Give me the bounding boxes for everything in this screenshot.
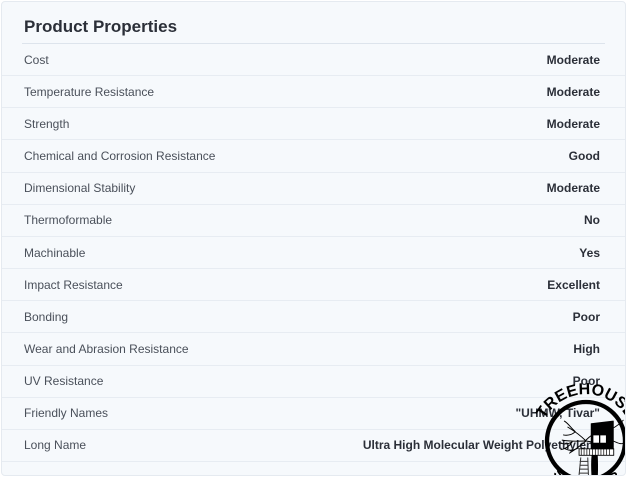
svg-text:SUPPLIES: SUPPLIES xyxy=(551,465,621,476)
